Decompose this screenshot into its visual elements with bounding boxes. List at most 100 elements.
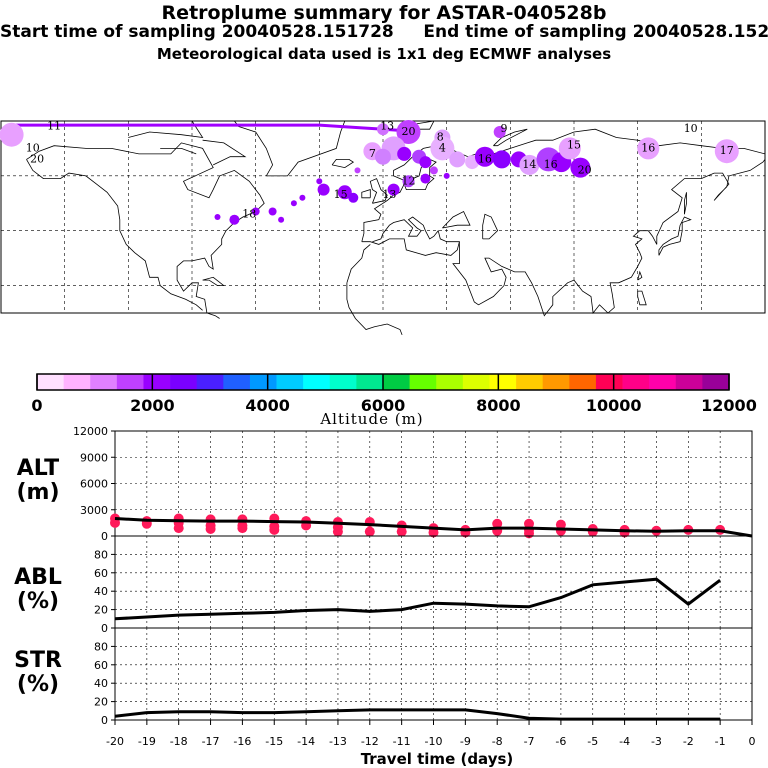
cluster-marker — [337, 185, 352, 200]
x-tick-label: -7 — [524, 735, 535, 748]
x-tick-label: -14 — [297, 735, 315, 748]
cluster-marker — [377, 123, 389, 136]
colorbar-swatch — [276, 374, 304, 390]
cluster-marker — [354, 167, 361, 174]
coastline-segment — [684, 192, 687, 215]
abl-line — [114, 577, 722, 621]
colorbar-swatch — [462, 374, 490, 390]
x-tick-label: -4 — [619, 735, 630, 748]
colorbar-swatch — [63, 374, 91, 390]
panel-unit-label: (m) — [16, 480, 59, 505]
cluster-day-label: 10 — [26, 141, 40, 154]
altitude-point — [555, 525, 566, 536]
cluster-marker — [492, 150, 511, 169]
colorbar-tick-label: 8000 — [476, 396, 521, 415]
coastline-segment — [26, 142, 265, 319]
coastline-segment — [369, 178, 388, 204]
colorbar-swatch — [542, 374, 570, 390]
colorbar-swatch — [702, 374, 730, 390]
x-tick-label: -6 — [555, 735, 566, 748]
colorbar-swatch — [409, 374, 437, 390]
x-tick-label: -9 — [460, 735, 471, 748]
colorbar-swatch — [356, 374, 384, 390]
cluster-day-label: 18 — [242, 207, 256, 220]
x-tick-label: -12 — [361, 735, 379, 748]
coastline-segment — [26, 159, 203, 311]
coastline-segment — [442, 210, 471, 229]
cluster-day-label: 12 — [402, 174, 416, 187]
cluster-marker — [420, 173, 431, 184]
colorbar-tick-label: 2000 — [130, 396, 175, 415]
panel-label: STR — [14, 648, 62, 673]
cluster-marker — [268, 207, 277, 216]
x-tick-label: -13 — [329, 735, 347, 748]
colorbar-tick-label: 4000 — [245, 396, 290, 415]
colorbar-title: Altitude (m) — [319, 410, 423, 428]
cluster-day-label: 11 — [47, 120, 61, 133]
panel-alt: 0 3000 6000 9000 12000 ALT(m) — [16, 425, 753, 543]
altitude-point — [492, 518, 503, 529]
altitude-point — [428, 527, 439, 538]
cluster-day-label: 16 — [641, 141, 655, 154]
coastline-segment — [658, 216, 692, 256]
panel-unit-label: (%) — [17, 589, 59, 614]
altitude-point — [205, 524, 216, 534]
x-tick-label: -19 — [138, 735, 156, 748]
cluster-marker — [299, 194, 306, 201]
coastline-segment — [637, 290, 647, 306]
colorbar-swatch — [37, 374, 64, 390]
cluster-marker — [348, 192, 359, 203]
x-tick-label: -3 — [651, 735, 662, 748]
altitude-colorbar: 0 2000 4000 6000 8000 10000 12000 Altitude (m) — [31, 373, 757, 428]
cluster-marker — [0, 122, 24, 147]
colorbar-tick-label: 6000 — [361, 396, 406, 415]
y-tick-label: 60 — [94, 567, 108, 580]
y-tick-label: 0 — [101, 622, 108, 635]
coastline-segment — [346, 244, 371, 283]
coastline-segment — [331, 159, 355, 169]
coastline-segment — [128, 120, 204, 139]
cluster-day-label: 20 — [402, 125, 416, 138]
panel-unit-label: (%) — [17, 672, 59, 697]
x-tick-label: 0 — [749, 735, 756, 748]
colorbar-swatch — [223, 374, 251, 390]
cluster-day-label: 20 — [30, 152, 44, 165]
cluster-marker — [278, 216, 285, 223]
cluster-day-label: 9 — [501, 122, 508, 135]
colorbar-swatch — [595, 374, 623, 390]
y-tick-label: 40 — [94, 585, 108, 598]
time-series-panels: 030006000900012000ALT(m)020406080ABL(%)0… — [14, 425, 755, 748]
cluster-marker — [397, 146, 412, 161]
panel-abl: 0 20 40 60 80 ABL(%) — [14, 535, 753, 635]
y-tick-label: 80 — [94, 548, 108, 561]
colorbar-swatch — [116, 374, 144, 390]
y-tick-label: 0 — [101, 714, 108, 727]
cluster-day-label: 7 — [369, 147, 376, 160]
colorbar-swatch — [649, 374, 677, 390]
colorbar-swatch — [90, 374, 118, 390]
cluster-day-label: 13 — [382, 188, 396, 201]
panel-label: ALT — [17, 456, 59, 481]
cluster-marker — [430, 136, 455, 161]
cluster-marker — [474, 146, 495, 167]
colorbar-swatch — [329, 374, 357, 390]
cluster-day-label: 15 — [334, 188, 348, 201]
sampling-time-line: Start time of sampling 20040528.151728 E… — [0, 22, 768, 42]
colorbar-swatch — [170, 374, 197, 390]
y-tick-label: 20 — [94, 604, 108, 617]
coastline-segment — [452, 159, 766, 317]
panel-label: ABL — [14, 565, 62, 590]
cluster-marker — [290, 200, 297, 207]
altitude-point — [332, 526, 343, 537]
mean-altitude-line — [114, 517, 753, 538]
coastline-segment — [361, 189, 371, 199]
x-tick-label: -10 — [425, 735, 443, 748]
colorbar-tick-label: 10000 — [586, 396, 642, 415]
x-tick-label: -16 — [233, 735, 251, 748]
trajectory-path — [11, 123, 405, 133]
altitude-point — [269, 524, 280, 535]
colorbar-swatch — [303, 374, 331, 390]
cluster-marker — [375, 148, 391, 165]
